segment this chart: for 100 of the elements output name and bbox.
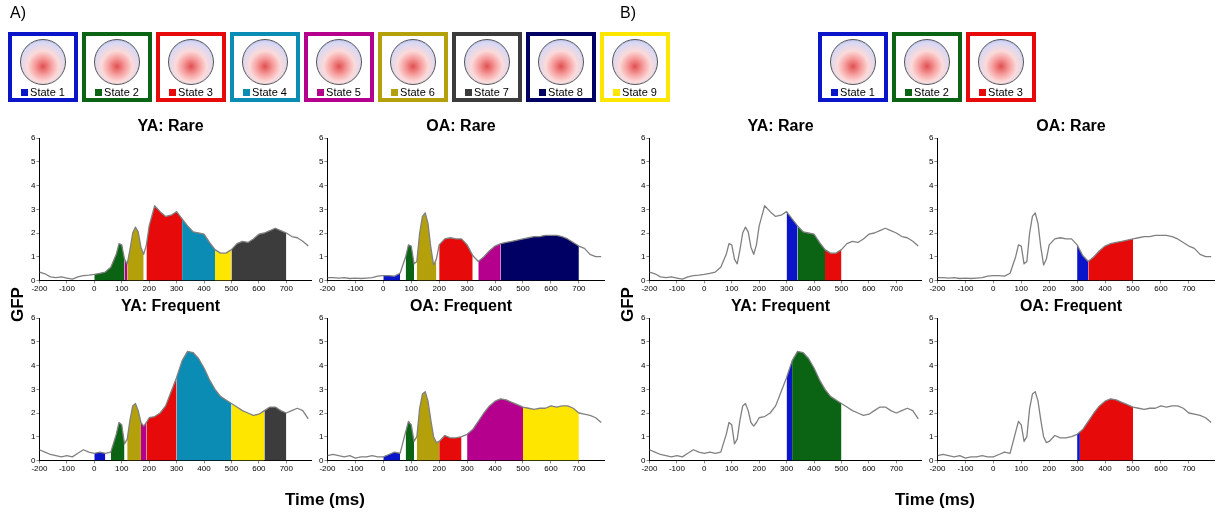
x-tick-label: 400: [1098, 284, 1113, 294]
legend-label: State 4: [252, 86, 287, 98]
y-tick-label: 1: [929, 251, 934, 261]
y-tick-label: 3: [31, 204, 36, 214]
x-tick-label: 300: [779, 464, 794, 474]
y-axis-title: GFP: [8, 287, 28, 322]
y-tick-label: 6: [929, 313, 934, 323]
x-tick-label: 100: [725, 284, 739, 294]
x-tick-label: 700: [889, 284, 904, 294]
y-tick-label: 1: [641, 431, 646, 441]
y-tick-label: 3: [31, 384, 36, 394]
x-tick-label: 400: [488, 464, 503, 474]
y-tick-label: 4: [319, 360, 324, 370]
x-tick-label: 200: [142, 464, 157, 474]
x-tick-label: 200: [432, 284, 447, 294]
y-tick-label: 5: [929, 157, 934, 167]
chart-title: OA: Frequent: [1019, 297, 1123, 315]
x-tick-label: 100: [1014, 464, 1029, 474]
y-tick-label: 6: [31, 133, 36, 143]
chart-title: YA: Frequent: [731, 297, 831, 315]
x-tick-label: -200: [319, 464, 336, 474]
x-tick-label: -100: [668, 284, 686, 294]
x-tick-label: 500: [1126, 284, 1141, 294]
text: B): [620, 4, 636, 22]
y-tick-label: 3: [319, 204, 324, 214]
legend-label: State 2: [914, 86, 949, 98]
chart-title: OA: Rare: [1036, 117, 1106, 135]
y-axis-title: GFP: [618, 287, 638, 322]
y-tick-label: 1: [31, 251, 36, 261]
x-tick-label: 700: [279, 464, 294, 474]
x-tick-label: 200: [752, 284, 767, 294]
legend-label: State 9: [622, 86, 657, 98]
x-tick-label: 200: [1042, 464, 1057, 474]
y-tick-label: 3: [641, 204, 646, 214]
x-tick-label: -100: [347, 464, 364, 474]
y-tick-label: 1: [31, 431, 36, 441]
x-tick-label: 700: [572, 464, 587, 474]
x-tick-label: 0: [381, 284, 387, 294]
y-tick-label: 0: [31, 455, 36, 465]
x-tick-label: 0: [381, 464, 387, 474]
legend-label: State 5: [326, 86, 361, 98]
y-tick-label: 6: [641, 133, 646, 143]
x-tick-label: 600: [252, 284, 267, 294]
y-tick-label: 2: [319, 408, 324, 418]
y-tick-label: 4: [641, 180, 646, 190]
x-tick-label: 500: [224, 284, 239, 294]
x-tick-label: 400: [197, 284, 212, 294]
y-tick-label: 4: [929, 360, 934, 370]
x-tick-label: 500: [834, 464, 849, 474]
chart-title: YA: Frequent: [121, 297, 221, 315]
x-tick-label: 300: [169, 464, 184, 474]
x-tick-label: 400: [1098, 464, 1113, 474]
chart-title: YA: Rare: [747, 117, 814, 135]
x-tick-label: 600: [252, 464, 267, 474]
y-tick-label: 5: [319, 157, 324, 167]
x-tick-label: -100: [957, 284, 974, 294]
y-tick-label: 5: [641, 157, 646, 167]
y-tick-label: 2: [641, 408, 646, 418]
x-tick-label: -100: [957, 464, 974, 474]
x-tick-label: 300: [169, 284, 184, 294]
y-tick-label: 0: [319, 455, 324, 465]
x-tick-label: 0: [92, 284, 98, 294]
x-tick-label: 200: [142, 284, 157, 294]
x-tick-label: -200: [641, 284, 658, 294]
x-tick-label: 300: [1070, 284, 1085, 294]
x-tick-label: 600: [1154, 284, 1169, 294]
y-tick-label: 2: [31, 408, 36, 418]
y-tick-label: 6: [31, 313, 36, 323]
legend-label: State 3: [988, 86, 1023, 98]
x-tick-label: 300: [1070, 464, 1085, 474]
x-tick-label: 500: [516, 284, 531, 294]
x-tick-label: 300: [779, 284, 794, 294]
x-axis-title: Time (ms): [895, 490, 975, 510]
y-tick-label: 4: [31, 180, 36, 190]
x-tick-label: 400: [197, 464, 212, 474]
legend-label: State 1: [30, 86, 65, 98]
x-tick-label: 0: [991, 284, 997, 294]
legend-label: State 2: [104, 86, 139, 98]
y-tick-label: 2: [319, 228, 324, 238]
y-tick-label: 3: [929, 204, 934, 214]
x-tick-label: 700: [279, 284, 294, 294]
x-tick-label: 400: [488, 284, 503, 294]
x-tick-label: -100: [668, 464, 686, 474]
x-tick-label: 400: [807, 464, 822, 474]
y-tick-label: 5: [31, 337, 36, 347]
x-tick-label: 400: [807, 284, 822, 294]
x-tick-label: 700: [889, 464, 904, 474]
x-tick-label: 500: [224, 464, 239, 474]
y-tick-label: 2: [31, 228, 36, 238]
y-tick-label: 0: [641, 275, 646, 285]
x-tick-label: 100: [115, 464, 129, 474]
y-tick-label: 1: [319, 251, 324, 261]
chart-title: YA: Rare: [137, 117, 204, 135]
y-tick-label: 0: [319, 275, 324, 285]
x-tick-label: 700: [1182, 284, 1197, 294]
x-tick-label: -200: [929, 284, 946, 294]
y-tick-label: 0: [929, 455, 934, 465]
x-tick-label: 700: [1182, 464, 1197, 474]
x-tick-label: 0: [702, 464, 708, 474]
legend-label: State 3: [178, 86, 213, 98]
